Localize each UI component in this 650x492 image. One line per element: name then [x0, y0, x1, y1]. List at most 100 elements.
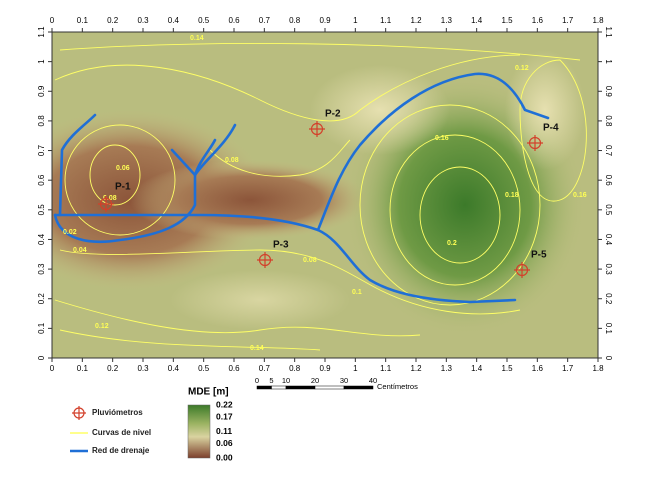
y-tick-label: 0.6 [37, 174, 46, 186]
x-tick-label: 0.8 [289, 364, 301, 373]
y-tick-label: 0.8 [37, 115, 46, 127]
x-tick-label: 1.6 [532, 16, 544, 25]
contour-label: 0.12 [515, 65, 529, 72]
contour-label: 0.04 [73, 247, 87, 254]
x-tick-label: 0.2 [107, 16, 119, 25]
x-tick-label: 1.4 [471, 16, 483, 25]
y-tick-label: 0.9 [604, 86, 613, 98]
x-tick-label: 1.3 [441, 16, 453, 25]
y-tick-label: 0.2 [37, 293, 46, 305]
y-tick-label: 0.1 [604, 323, 613, 335]
station-label: P-2 [325, 109, 341, 120]
legend: Pluviómetros Curvas de nivel Red de dren… [70, 406, 151, 455]
contour-label: 0.2 [447, 240, 457, 247]
y-tick-label: 1 [604, 59, 613, 64]
x-tick-label: 1.3 [441, 364, 453, 373]
colorbar-title: MDE [m] [188, 387, 229, 398]
x-tick-label: 0.2 [107, 364, 119, 373]
station-label: P-1 [115, 182, 131, 193]
x-tick-label: 0 [50, 16, 55, 25]
contour-label: 0.16 [573, 192, 587, 199]
y-tick-label: 1.1 [604, 26, 613, 38]
y-tick-label: 0.9 [37, 85, 46, 97]
scale-label: 30 [340, 376, 348, 385]
scale-segment [271, 385, 287, 390]
x-tick-label: 0.6 [228, 16, 240, 25]
scale-segment [256, 385, 272, 390]
x-tick-label: 0.7 [259, 364, 271, 373]
y-tick-label: 0.3 [604, 264, 613, 276]
rain-gauges [98, 121, 543, 278]
y-tick-label: 0.5 [604, 204, 613, 216]
scale-label: 20 [311, 376, 319, 385]
x-tick-label: 0.9 [319, 16, 331, 25]
scale-label: 10 [282, 376, 290, 385]
legend-label: Red de drenaje [92, 446, 150, 455]
scale-label: 0 [255, 376, 259, 385]
x-tick-label: 0 [50, 364, 55, 373]
drainage-network [53, 72, 550, 304]
x-tick-label: 0.6 [228, 364, 240, 373]
y-tick-label: 0 [604, 356, 613, 361]
contour-label: 0.02 [63, 229, 77, 236]
y-tick-label: 1 [37, 59, 46, 64]
x-tick-label: 1.1 [380, 16, 392, 25]
scale-label: 40 [369, 376, 377, 385]
x-tick-label: 0.5 [198, 16, 210, 25]
y-tick-label: 0.2 [604, 293, 613, 305]
x-tick-label: 1.5 [501, 16, 513, 25]
y-tick-label: 0.7 [604, 145, 613, 157]
contour-label: 0.16 [435, 135, 449, 142]
y-tick-label: 0.3 [37, 263, 46, 275]
colorbar [187, 404, 211, 459]
x-tick-label: 1.4 [471, 364, 483, 373]
x-tick-label: 0.1 [77, 364, 89, 373]
x-tick-label: 1.1 [380, 364, 392, 373]
station-label: P-4 [543, 123, 559, 134]
scale-unit: Centímetros [377, 382, 418, 391]
contour-label: 0.08 [303, 257, 317, 264]
x-tick-label: 0.7 [259, 16, 271, 25]
x-tick-label: 0.5 [198, 364, 210, 373]
x-tick-label: 0.9 [319, 364, 331, 373]
contour-label: 0.14 [250, 345, 264, 352]
x-tick-label: 1.6 [532, 364, 544, 373]
colorbar-tick-label: 0.06 [216, 438, 233, 448]
y-tick-label: 0.1 [37, 322, 46, 334]
y-tick-label: 1.1 [37, 26, 46, 38]
scale-segment [343, 385, 374, 390]
station-label: P-5 [531, 250, 547, 261]
x-tick-label: 0.3 [137, 16, 149, 25]
contour-label: 0.08 [225, 157, 239, 164]
x-tick-label: 1.5 [501, 364, 513, 373]
x-tick-label: 1.7 [562, 16, 574, 25]
contour-label: 0.06 [116, 165, 130, 172]
x-tick-label: 0.1 [77, 16, 89, 25]
y-tick-label: 0 [37, 355, 46, 360]
contour-label: 0.14 [190, 35, 204, 42]
legend-gauge-icon [72, 406, 86, 420]
x-tick-label: 1 [353, 364, 358, 373]
x-tick-label: 1.8 [592, 16, 604, 25]
colorbar-tick-label: 0.22 [216, 399, 233, 409]
elevation-model: 0.14 0.12 0.16 0.18 0.2 0.16 0.08 0.06 0… [52, 32, 598, 358]
station-label: P-3 [273, 240, 289, 251]
legend-label: Pluviómetros [92, 408, 143, 417]
x-tick-label: 0.4 [168, 16, 180, 25]
x-tick-label: 1.7 [562, 364, 574, 373]
y-tick-label: 0.6 [604, 175, 613, 187]
y-tick-label: 0.7 [37, 144, 46, 156]
x-tick-label: 0.8 [289, 16, 301, 25]
colorbar-tick-label: 0.11 [216, 426, 232, 436]
contour-label: 0.1 [352, 289, 362, 296]
x-tick-label: 1.2 [410, 16, 422, 25]
y-tick-label: 0.5 [37, 204, 46, 216]
legend-label: Curvas de nivel [92, 428, 151, 437]
contour-label: 0.12 [95, 323, 109, 330]
scale-segment [285, 385, 316, 390]
contour-label: 0.18 [505, 192, 519, 199]
colorbar-tick-label: 0.17 [216, 411, 233, 421]
y-tick-label: 0.4 [604, 234, 613, 246]
x-tick-label: 1.8 [592, 364, 604, 373]
